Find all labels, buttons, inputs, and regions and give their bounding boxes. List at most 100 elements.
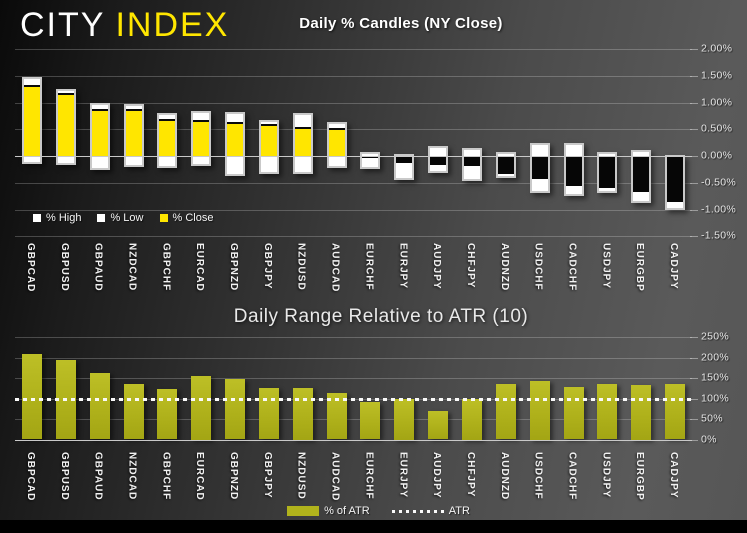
x-label-audnzd: AUDNZD [498,243,510,292]
x-label-eurcad: EURCAD [194,243,206,292]
close-up-segment [328,128,345,156]
legend-label-pct-of-atr: % of ATR [324,505,370,517]
legend-label-high: % High [46,212,82,224]
candle-audnzd [495,151,516,178]
gridline [15,378,692,379]
close-up-segment [159,119,176,156]
candle-eurchf [360,151,381,170]
atr-bar-chfjpy [462,398,482,440]
x-label-eurjpy: EURJPY [397,452,409,499]
candle-gbpusd [55,89,76,166]
x-label-nzdcad: NZDCAD [126,243,138,292]
legend-item-close: % Close [159,212,214,224]
close-up-segment [260,124,277,157]
atr-line-swatch-icon [391,509,444,513]
x-label-cadchf: CADCHF [566,452,578,501]
x-label-nzdcad: NZDCAD [126,452,138,501]
y-tick-label: -1.00% [701,202,737,215]
y-tick-mark [690,49,698,50]
x-label-cadchf: CADCHF [566,243,578,292]
atr-bar-cadjpy [665,384,686,440]
gridline [15,49,692,50]
candle-gbpcad [21,77,42,165]
y-tick-mark [690,156,698,157]
x-label-gbpchf: GBPCHF [160,243,172,292]
y-tick-mark [690,236,698,238]
candle-nzdusd [292,112,313,175]
zero-axis-line [15,156,692,157]
atr-bar-nzdusd [292,388,313,440]
y-tick-label: 0.50% [701,122,733,135]
x-label-gbpjpy: GBPJPY [261,452,273,499]
y-tick-mark [690,378,698,379]
atr-bar-cadchf [563,386,584,440]
close-swatch-icon [159,214,168,222]
atr-bar-gbpnzd [225,379,245,440]
x-label-gbpnzd: GBPNZD [228,243,239,292]
y-tick-mark [690,209,698,211]
x-label-audjpy: AUDJPY [431,452,443,499]
x-label-audjpy: AUDJPY [431,243,443,290]
atr-bar-eurjpy [394,398,415,440]
candle-cadchf [563,142,584,196]
x-label-gbpcad: GBPCAD [24,243,36,293]
close-down-segment [497,155,514,174]
legend-item-atr: ATR [391,505,470,517]
atr-bar-eurchf [360,402,381,440]
candle-nzdcad [123,103,144,167]
x-label-usdchf: USDCHF [532,243,544,291]
gridline [15,102,692,104]
x-label-eurgbp: EURGBP [634,243,646,292]
atr-bar-usdchf [529,380,550,440]
candle-usdjpy [597,151,618,193]
atr-bar-audnzd [495,383,516,440]
candle-gbpchf [157,112,178,169]
atr-bar-gbpcad [21,354,42,440]
close-down-segment [599,155,616,188]
atr-bar-usdjpy [597,383,618,440]
logo-city-text: CITY [20,6,106,44]
y-tick-label: 2.00% [701,42,733,55]
x-label-chfjpy: CHFJPY [465,243,476,289]
low-swatch-icon [97,214,106,222]
y-tick-mark [690,419,698,420]
close-up-segment [23,84,40,157]
logo-index-text: INDEX [115,6,230,44]
legend-label-low: % Low [110,212,144,224]
y-tick-label: 0.00% [701,149,733,162]
legend-item-high: % High [33,212,81,224]
close-down-segment [430,155,447,166]
top-chart-title: Daily % Candles (NY Close) [299,15,503,32]
x-label-audcad: AUDCAD [329,452,341,502]
x-label-gbpaud: GBPAUD [92,452,104,501]
x-label-eurchf: EURCHF [363,243,375,291]
x-label-eurgbp: EURGBP [634,452,646,501]
candle-eurjpy [394,153,415,181]
x-label-cadjpy: CADJPY [668,452,680,499]
top-chart-legend: % High % Low % Close [33,212,213,224]
candle-gbpjpy [258,120,279,175]
gridline [15,419,692,420]
y-tick-mark [690,439,698,441]
legend-label-close: % Close [172,212,214,224]
gridline [15,75,692,77]
x-label-gbpjpy: GBPJPY [261,243,273,290]
x-label-gbpchf: GBPCHF [160,452,172,501]
atr-bar-gbpjpy [258,387,279,440]
y-tick-mark [690,129,698,131]
candle-usdchf [529,143,550,194]
bottom-axis-line [15,439,692,441]
x-label-audcad: AUDCAD [329,243,341,293]
y-tick-label: 0% [701,432,717,445]
candle-eurcad [191,111,212,167]
candle-eurgbp [631,150,652,204]
candle-gbpaud [89,103,110,170]
x-label-gbpcad: GBPCAD [24,452,36,502]
candle-audcad [326,122,347,169]
atr-bar-audcad [326,392,347,440]
y-tick-label: 50% [701,412,723,425]
x-label-usdjpy: USDJPY [600,243,612,290]
close-down-segment [667,156,684,202]
